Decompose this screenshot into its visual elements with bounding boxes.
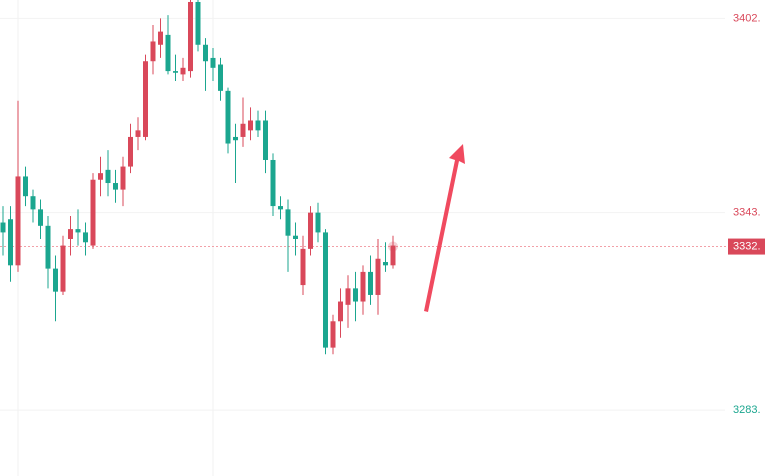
candle-body (353, 288, 358, 302)
candle-body (30, 196, 36, 210)
candle-body (390, 245, 396, 266)
arrow (424, 144, 465, 312)
candle-body (53, 268, 58, 292)
candle-body (165, 34, 171, 72)
candle-body (225, 90, 231, 144)
candles (0, 0, 396, 355)
candle-body (0, 222, 6, 233)
candle-body (203, 44, 208, 62)
candle-body (270, 159, 276, 207)
candle-body (255, 120, 261, 131)
candle-body (338, 301, 343, 322)
candle-body (83, 232, 88, 243)
candle-body (60, 245, 66, 292)
candle-body (180, 67, 186, 75)
y-axis: 3402. 3343. 3283. 3332. (388, 12, 765, 416)
candle-body (45, 225, 51, 269)
candle-body (143, 61, 148, 137)
candle-body (23, 176, 28, 197)
candle-body (8, 219, 13, 266)
y-tick-label: 3343. (733, 207, 761, 219)
candle-body (105, 169, 111, 184)
candle-body (218, 64, 223, 91)
candle-body (278, 206, 283, 210)
last-price-label: 3332. (733, 240, 761, 252)
candle-body (233, 136, 238, 141)
candle-body (285, 209, 291, 236)
y-tick-label: 3283. (733, 404, 761, 416)
candle-body (300, 248, 306, 286)
y-tick-label: 3402. (733, 12, 761, 24)
candle-body (375, 258, 381, 295)
candle-body (188, 1, 193, 72)
candle-body (173, 71, 178, 73)
last-price-glow (388, 241, 398, 252)
candle-body (113, 183, 118, 190)
candle-body (323, 232, 328, 348)
candle-body (150, 41, 156, 62)
candle-body (293, 235, 298, 239)
candle-body (248, 120, 253, 131)
candle-body (263, 120, 268, 160)
candle-body (315, 212, 321, 233)
candle-body (368, 271, 373, 295)
candle-body (240, 123, 246, 137)
candle-body (90, 179, 96, 246)
last-price-box (728, 238, 765, 255)
grid (0, 17, 728, 411)
candle-body (330, 321, 336, 348)
candle-body (98, 173, 103, 180)
candle-body (345, 288, 351, 305)
candle-body (383, 262, 388, 266)
candle-body (135, 130, 141, 137)
candle-body (120, 166, 126, 190)
candle-body (75, 229, 81, 233)
candle-body (38, 209, 43, 226)
candle-body (128, 136, 133, 167)
candle-body (15, 176, 21, 266)
candle-body (210, 57, 216, 68)
candle-body (195, 1, 201, 45)
candle-body (308, 212, 313, 249)
candle-body (68, 229, 73, 239)
candle-body (360, 271, 366, 302)
candle-body (158, 31, 163, 45)
